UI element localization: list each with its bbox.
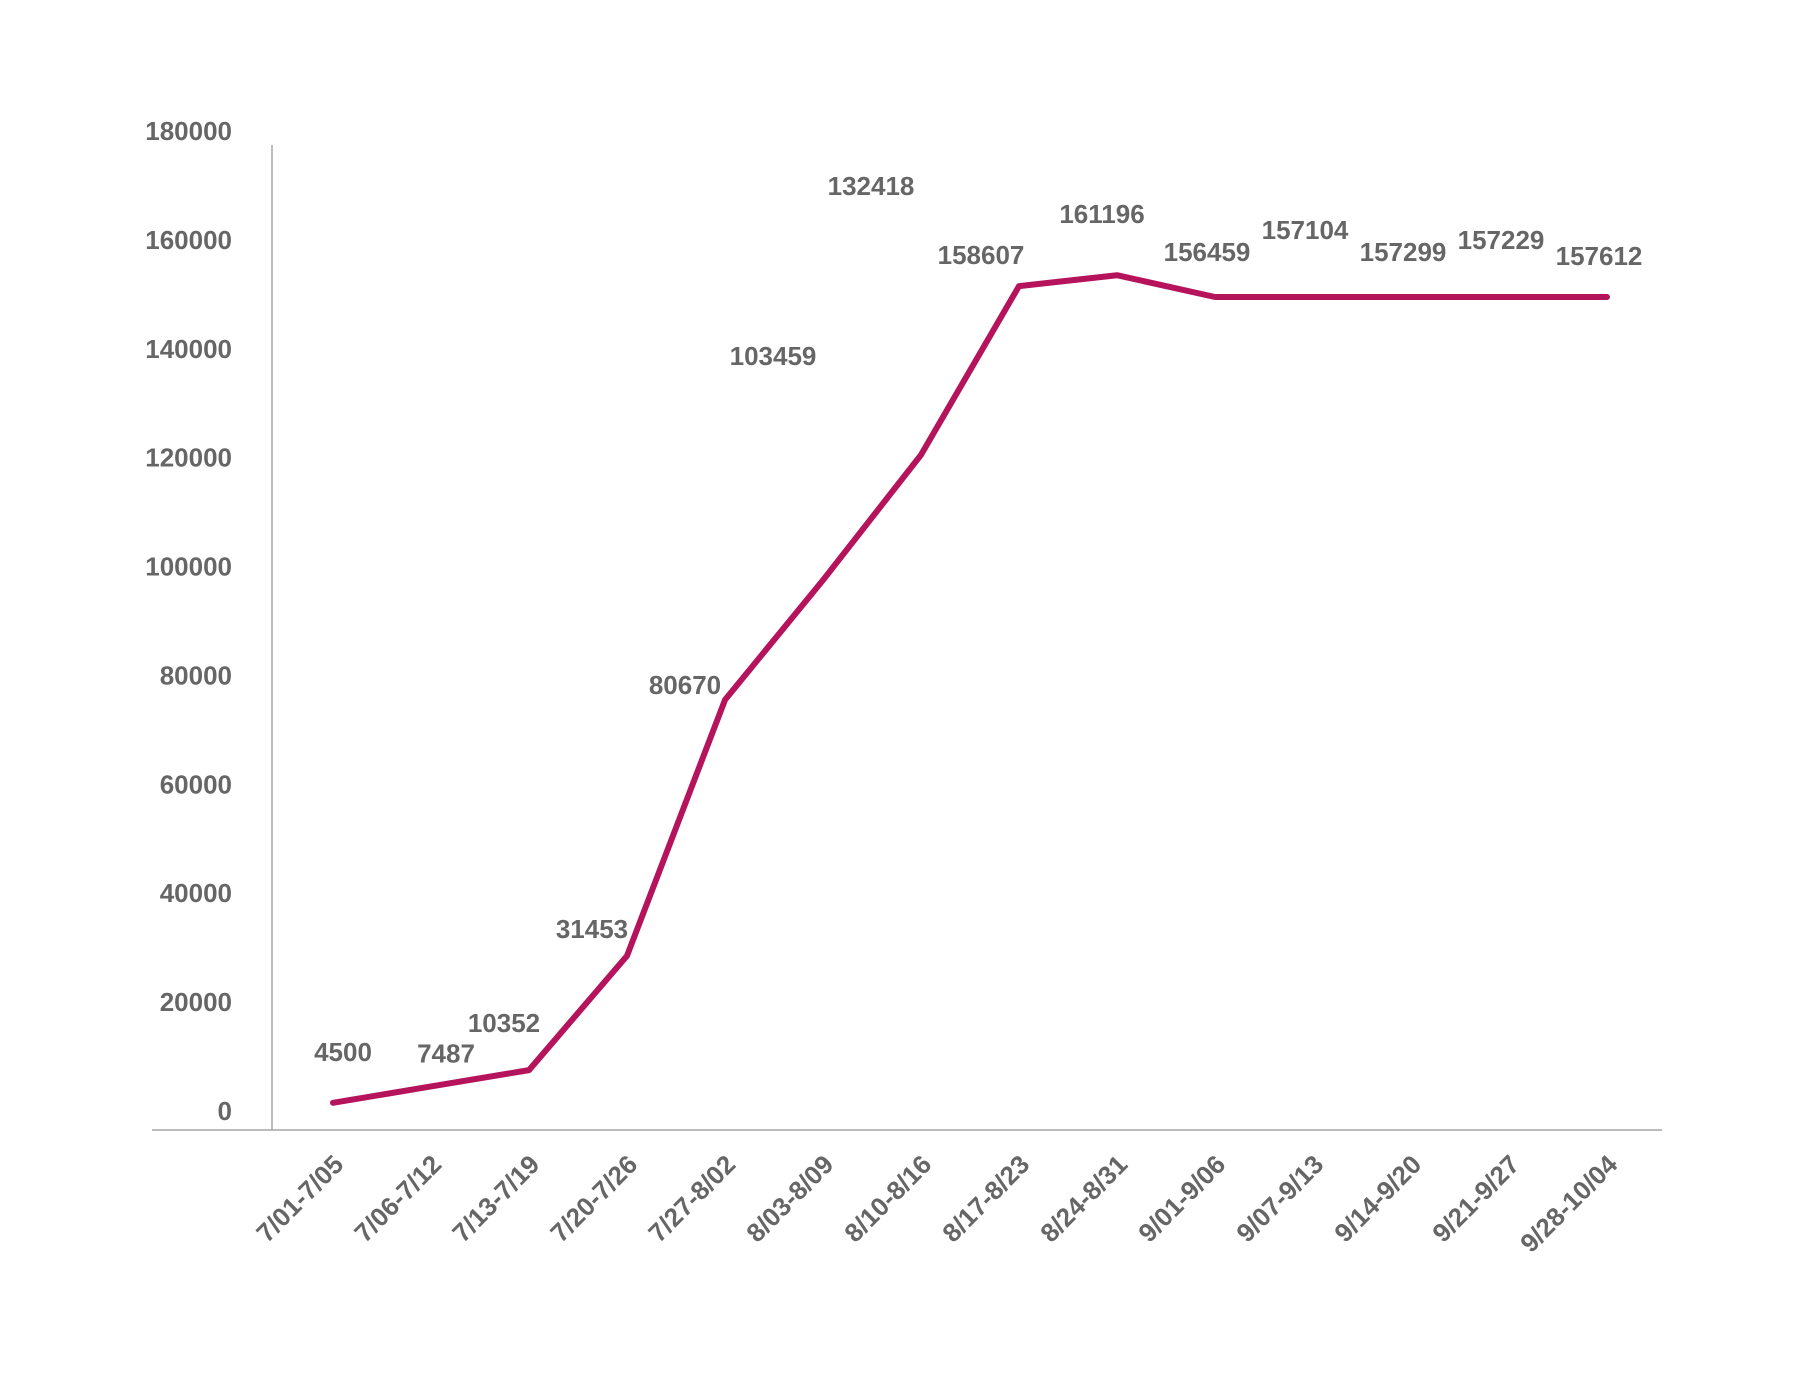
x-tick-label: 9/21-9/27	[1426, 1149, 1525, 1248]
x-axis: 7/01-7/05 7/06-7/12 7/13-7/19 7/20-7/26 7/27…	[152, 1129, 1662, 1259]
y-tick-label: 0	[218, 1096, 232, 1126]
x-tick-label: 7/13-7/19	[446, 1149, 545, 1248]
data-label: 161196	[1059, 199, 1144, 229]
data-label: 31453	[556, 914, 628, 944]
x-tick-label: 7/27-8/02	[642, 1149, 741, 1248]
y-tick-label: 80000	[160, 660, 232, 690]
data-label: 157299	[1360, 237, 1447, 267]
x-tick-label: 9/28-10/04	[1514, 1149, 1624, 1259]
y-tick-label: 120000	[145, 443, 232, 473]
x-tick-label: 8/24-8/31	[1034, 1149, 1133, 1248]
data-label: 156459	[1164, 237, 1251, 267]
data-label: 158607	[938, 240, 1025, 270]
y-tick-label: 140000	[145, 334, 232, 364]
y-axis: 0 20000 40000 60000 80000 100000 120000 140000 1…	[145, 116, 273, 1130]
data-label: 4500	[314, 1037, 372, 1067]
y-tick-label: 40000	[160, 878, 232, 908]
x-tick-label: 7/06-7/12	[348, 1149, 447, 1248]
x-tick-label: 8/17-8/23	[936, 1149, 1035, 1248]
x-tick-label: 8/10-8/16	[838, 1149, 937, 1248]
y-tick-label: 60000	[160, 769, 232, 799]
data-label: 132418	[828, 171, 915, 201]
data-label: 7487	[417, 1038, 475, 1068]
series-line	[330, 272, 1610, 1106]
data-label: 157229	[1458, 225, 1545, 255]
y-tick-label: 160000	[145, 225, 232, 255]
x-tick-label: 9/14-9/20	[1328, 1149, 1427, 1248]
x-tick-label: 7/20-7/26	[544, 1149, 643, 1248]
data-label: 80670	[649, 670, 721, 700]
data-label: 103459	[730, 341, 817, 371]
data-label: 157104	[1262, 215, 1349, 245]
data-label: 10352	[468, 1008, 540, 1038]
x-tick-label: 9/07-9/13	[1230, 1149, 1329, 1248]
x-tick-label: 9/01-9/06	[1132, 1149, 1231, 1248]
y-tick-label: 100000	[145, 552, 232, 582]
x-tick-label: 8/03-8/09	[740, 1149, 839, 1248]
data-label: 157612	[1556, 241, 1643, 271]
x-tick-label: 7/01-7/05	[250, 1149, 349, 1248]
y-tick-label: 20000	[160, 987, 232, 1017]
series-line-group	[330, 272, 1610, 1106]
y-tick-label: 180000	[145, 116, 232, 146]
